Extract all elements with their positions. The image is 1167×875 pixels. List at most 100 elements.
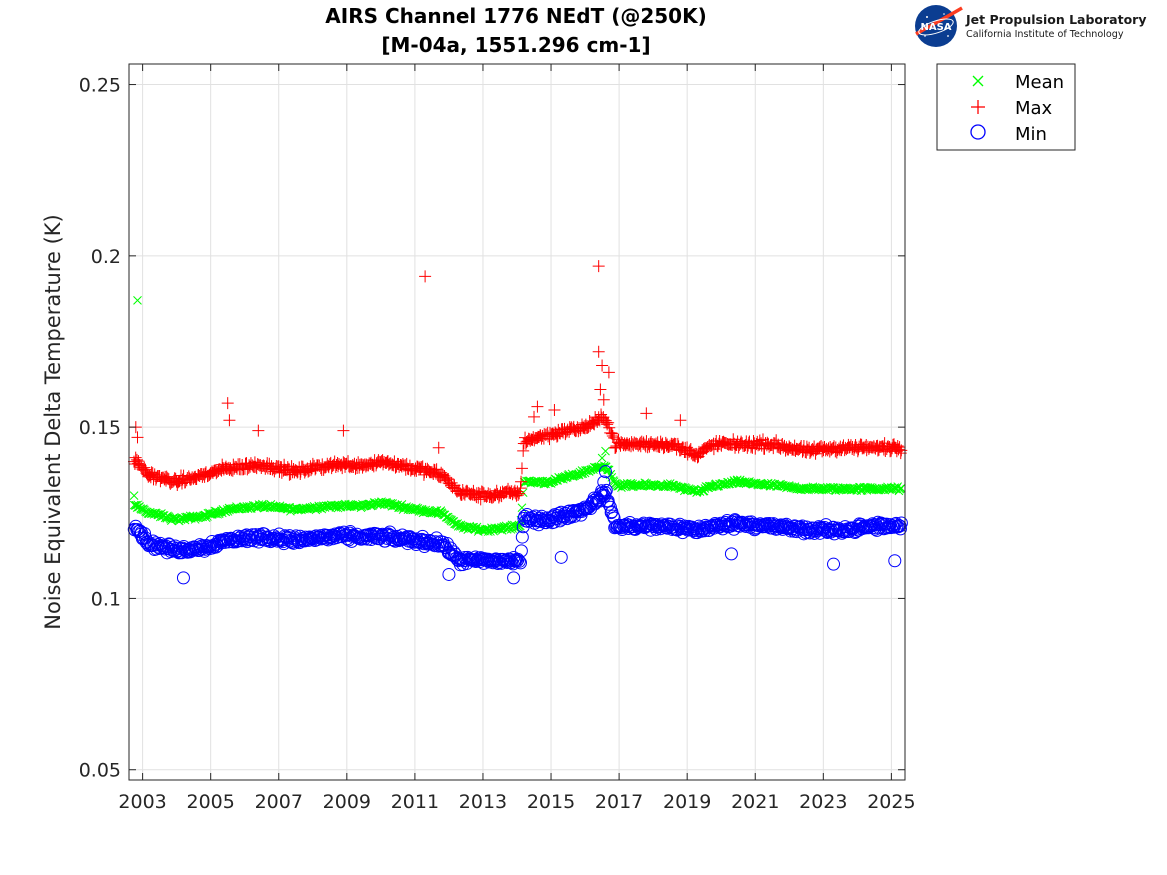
legend-entry-max[interactable]: Max	[971, 98, 1053, 119]
min-point	[893, 522, 907, 536]
min-point	[440, 537, 454, 551]
mean-point	[347, 502, 356, 511]
max-point	[893, 441, 906, 454]
jpl-subtitle: California Institute of Technology	[966, 29, 1124, 40]
min-point	[584, 497, 598, 511]
mean-point	[484, 524, 494, 534]
max-point	[512, 489, 525, 502]
min-point	[894, 516, 908, 530]
mean-point	[217, 508, 227, 518]
min-point	[757, 518, 771, 532]
max-point	[674, 414, 687, 427]
x-tick-label: 2003	[118, 791, 166, 813]
max-point	[753, 434, 766, 447]
max-point	[804, 445, 817, 458]
max-point	[594, 383, 607, 396]
min-point	[221, 535, 235, 549]
max-point	[221, 397, 234, 410]
plot-background	[129, 64, 905, 780]
max-point	[130, 453, 143, 466]
max-point	[605, 426, 618, 439]
legend-entry-mean[interactable]: Mean	[972, 72, 1064, 93]
min-point	[773, 519, 787, 533]
max-point	[515, 462, 528, 475]
min-point	[598, 465, 612, 479]
jpl-name: Jet Propulsion Laboratory	[965, 12, 1146, 27]
y-tick-label: 0.25	[79, 75, 121, 97]
min-point	[597, 475, 611, 489]
y-tick-label: 0.05	[79, 760, 121, 782]
mean-point	[603, 465, 613, 475]
min-point	[515, 530, 529, 544]
legend[interactable]: Mean Max Min	[936, 63, 1076, 151]
max-point	[138, 461, 151, 474]
min-point	[578, 500, 592, 514]
mean-point	[133, 296, 142, 305]
mean-point	[334, 502, 344, 511]
mean-point	[441, 513, 451, 522]
min-point	[514, 544, 528, 558]
max-point	[597, 411, 610, 424]
x-tick-label: 2013	[459, 791, 507, 813]
max-point	[602, 366, 615, 379]
mean-point	[601, 446, 610, 456]
x-tick-label: 2009	[323, 791, 371, 813]
mean-point	[137, 504, 146, 514]
max-point	[419, 270, 432, 283]
min-point	[827, 557, 841, 571]
mean-point	[497, 523, 506, 532]
max-point	[551, 429, 564, 442]
x-tick-label: 2019	[663, 791, 711, 813]
min-point	[554, 550, 568, 564]
min-point	[512, 554, 526, 568]
max-point	[252, 424, 265, 437]
min-point	[891, 520, 905, 534]
max-point	[684, 442, 697, 455]
min-point	[511, 552, 525, 566]
chart-subtitle: [M-04a, 1551.296 cm-1]	[381, 33, 650, 57]
min-point	[263, 533, 277, 547]
legend-entry-min[interactable]: Min	[970, 124, 1047, 145]
max-point	[528, 410, 541, 423]
legend-box	[936, 63, 1076, 151]
max-point	[832, 442, 845, 455]
x-tick-label: 2015	[527, 791, 575, 813]
grid	[129, 64, 905, 780]
min-point	[506, 557, 520, 571]
max-point	[337, 424, 350, 437]
plot-area	[127, 63, 908, 781]
min-point	[767, 519, 781, 533]
x-tick-label: 2025	[867, 791, 915, 813]
min-point	[598, 485, 612, 499]
max-point	[700, 442, 713, 455]
x-tick-label: 2021	[731, 791, 779, 813]
mean-point	[896, 483, 906, 493]
jpl-logo[interactable]: NASA Jet Propulsion Laboratory Californi…	[915, 5, 1146, 47]
mean-point	[618, 481, 628, 491]
min-point	[602, 497, 616, 511]
legend-marker-min	[970, 124, 986, 140]
mean-point	[834, 485, 844, 495]
legend-label-mean: Mean	[1015, 72, 1064, 93]
min-point	[888, 554, 902, 568]
y-tick-label: 0.15	[79, 417, 121, 439]
legend-label-min: Min	[1015, 124, 1047, 145]
max-point	[640, 407, 653, 420]
max-point	[603, 421, 616, 434]
mean-point	[176, 515, 186, 525]
max-point	[531, 400, 544, 413]
max-point	[592, 260, 605, 273]
max-point	[514, 482, 527, 495]
max-point	[157, 471, 170, 484]
x-axis-labels: 2003 2005 2007 2009 2011 2013 2015 2017 2019 2021…	[118, 791, 915, 813]
max-point	[517, 444, 530, 457]
min-point	[507, 571, 521, 585]
max-point	[548, 404, 561, 417]
mean-point	[597, 453, 607, 463]
y-tick-label: 0.1	[91, 588, 121, 610]
max-point	[597, 393, 610, 406]
y-tick-label: 0.2	[91, 246, 121, 268]
x-tick-label: 2023	[799, 791, 847, 813]
min-point	[546, 509, 560, 523]
